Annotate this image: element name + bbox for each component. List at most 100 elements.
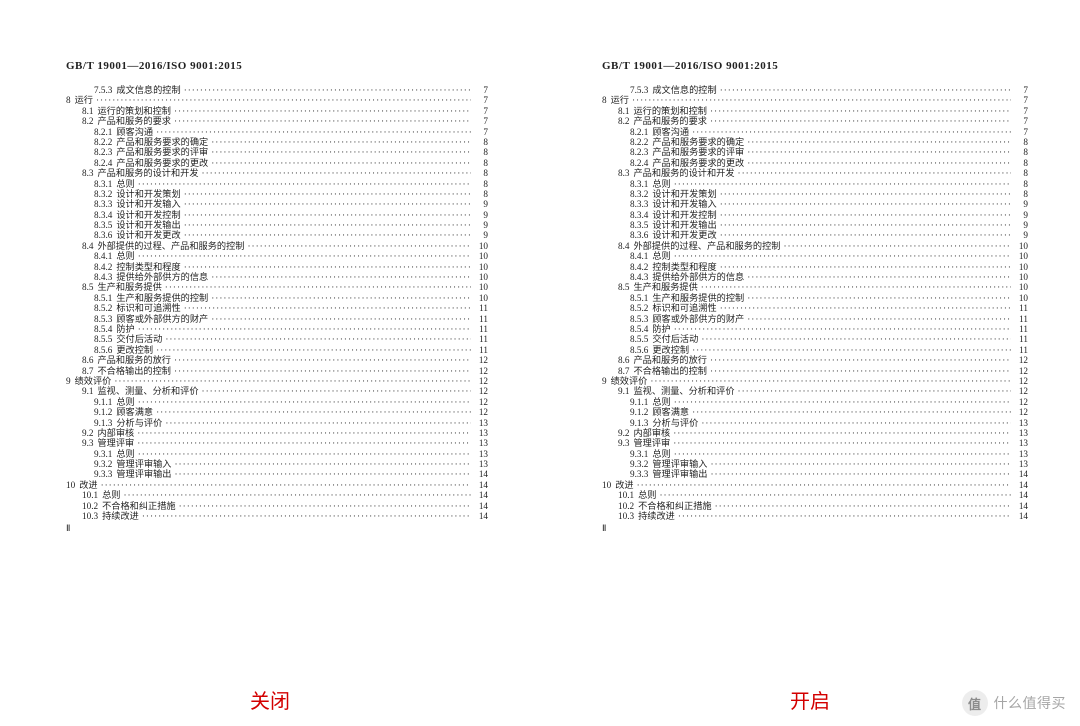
toc-leader [710,356,1011,365]
toc-row: 10.3持续改进14 [66,512,488,521]
toc-num: 9.1.2 [94,408,112,417]
toc-num: 8.5.4 [94,325,112,334]
toc-num: 8.5.6 [94,346,112,355]
toc-title: 防护 [652,325,670,334]
toc-title: 标识和可追溯性 [652,304,716,313]
toc-page: 11 [1014,315,1028,324]
toc-title: 顾客满意 [652,408,689,417]
toc-page: 11 [474,304,488,313]
toc-page: 12 [474,398,488,407]
toc-page: 13 [474,450,488,459]
toc-num: 9.1.2 [630,408,648,417]
toc-leader [174,367,471,376]
toc-page: 12 [1014,367,1028,376]
toc-title: 顾客或外部供方的财产 [116,315,208,324]
toc-row: 9.3管理评审13 [66,439,488,448]
toc-page: 7 [1014,86,1028,95]
toc-row: 8.3.6设计和开发更改9 [66,231,488,240]
toc-title: 持续改进 [638,512,675,521]
toc-title: 总则 [116,398,134,407]
toc-title: 外部提供的过程、产品和服务的控制 [633,242,780,251]
toc-num: 10.3 [82,512,98,521]
toc-title: 更改控制 [116,346,153,355]
toc-row: 8.1运行的策划和控制7 [66,107,488,116]
toc-page: 8 [474,180,488,189]
toc-page: 7 [474,96,488,105]
toc-leader [692,128,1011,137]
toc-title: 总则 [652,252,670,261]
toc-leader [747,273,1011,282]
toc-row: 8.5.3顾客或外部供方的财产11 [602,315,1028,324]
toc-num: 8.3.3 [94,200,112,209]
toc-title: 内部审核 [633,429,670,438]
toc-title: 产品和服务要求的评审 [116,148,208,157]
toc-num: 8.5.5 [630,335,648,344]
toc-page: 13 [474,419,488,428]
toc-title: 产品和服务要求的更改 [652,159,744,168]
toc-row: 8.4.3提供给外部供方的信息10 [602,273,1028,282]
toc-title: 设计和开发输入 [116,200,180,209]
toc-row: 8.6产品和服务的放行12 [602,356,1028,365]
toc-title: 不合格输出的控制 [633,367,707,376]
toc-title: 生产和服务提供的控制 [116,294,208,303]
toc-title: 顾客满意 [116,408,153,417]
toc-leader [783,242,1011,251]
toc-num: 8.4.1 [630,252,648,261]
toc-leader [123,491,471,500]
toc-num: 8.3.6 [94,231,112,240]
toc-num: 7.5.3 [94,86,112,95]
toc-page: 14 [1014,481,1028,490]
toc-page: 7 [474,107,488,116]
toc-num: 8.5.2 [94,304,112,313]
toc-title: 顾客沟通 [652,128,689,137]
toc-num: 8.4.3 [94,273,112,282]
toc-row: 7.5.3成文信息的控制7 [66,86,488,95]
toc-num: 8.3.1 [630,180,648,189]
toc-page: 11 [1014,304,1028,313]
toc-leader [211,294,471,303]
toc-title: 改进 [79,481,97,490]
toc-row: 10.1总则14 [66,491,488,500]
toc-leader [747,138,1011,147]
toc-leader [738,169,1011,178]
toc-leader [138,180,471,189]
toc-num: 9.3.1 [630,450,648,459]
toc-row: 8.5.4防护11 [602,325,1028,334]
toc-leader [101,481,471,490]
toc-page: 10 [1014,242,1028,251]
toc-page: 12 [1014,398,1028,407]
toc-num: 8.2.4 [94,159,112,168]
toc-page: 10 [1014,252,1028,261]
toc-num: 8.2.1 [630,128,648,137]
toc-page: 10 [474,273,488,282]
page-left: GB/T 19001—2016/ISO 9001:2015 7.5.3成文信息的… [0,0,540,726]
toc-row: 9.3.1总则13 [66,450,488,459]
toc-row: 9.1.1总则12 [66,398,488,407]
toc-row: 8.7不合格输出的控制12 [602,367,1028,376]
toc-leader [138,325,471,334]
toc-num: 9.3.1 [94,450,112,459]
toc-leader [692,346,1011,355]
toc-title: 产品和服务的要求 [633,117,707,126]
toc-title: 运行的策划和控制 [633,107,707,116]
toc-page: 13 [1014,429,1028,438]
toc-leader [156,346,471,355]
toc-page: 12 [1014,356,1028,365]
toc-title: 设计和开发输出 [652,221,716,230]
toc-row: 8.3.3设计和开发输入9 [66,200,488,209]
toc-num: 8.5.1 [630,294,648,303]
toc-title: 设计和开发输入 [652,200,716,209]
toc-num: 9 [66,377,71,386]
toc-leader [184,263,471,272]
toc-page: 14 [474,481,488,490]
toc-title: 管理评审输出 [116,470,171,479]
toc-num: 8.3.6 [630,231,648,240]
toc-row: 9.1.3分析与评价13 [66,419,488,428]
toc-leader [673,439,1011,448]
toc-row: 8运行7 [602,96,1028,105]
toc-row: 9.1.1总则12 [602,398,1028,407]
toc-left: 7.5.3成文信息的控制78运行78.1运行的策划和控制78.2产品和服务的要求… [66,86,488,521]
toc-leader [747,294,1011,303]
toc-row: 9.3.1总则13 [602,450,1028,459]
toc-num: 9.1 [82,387,93,396]
